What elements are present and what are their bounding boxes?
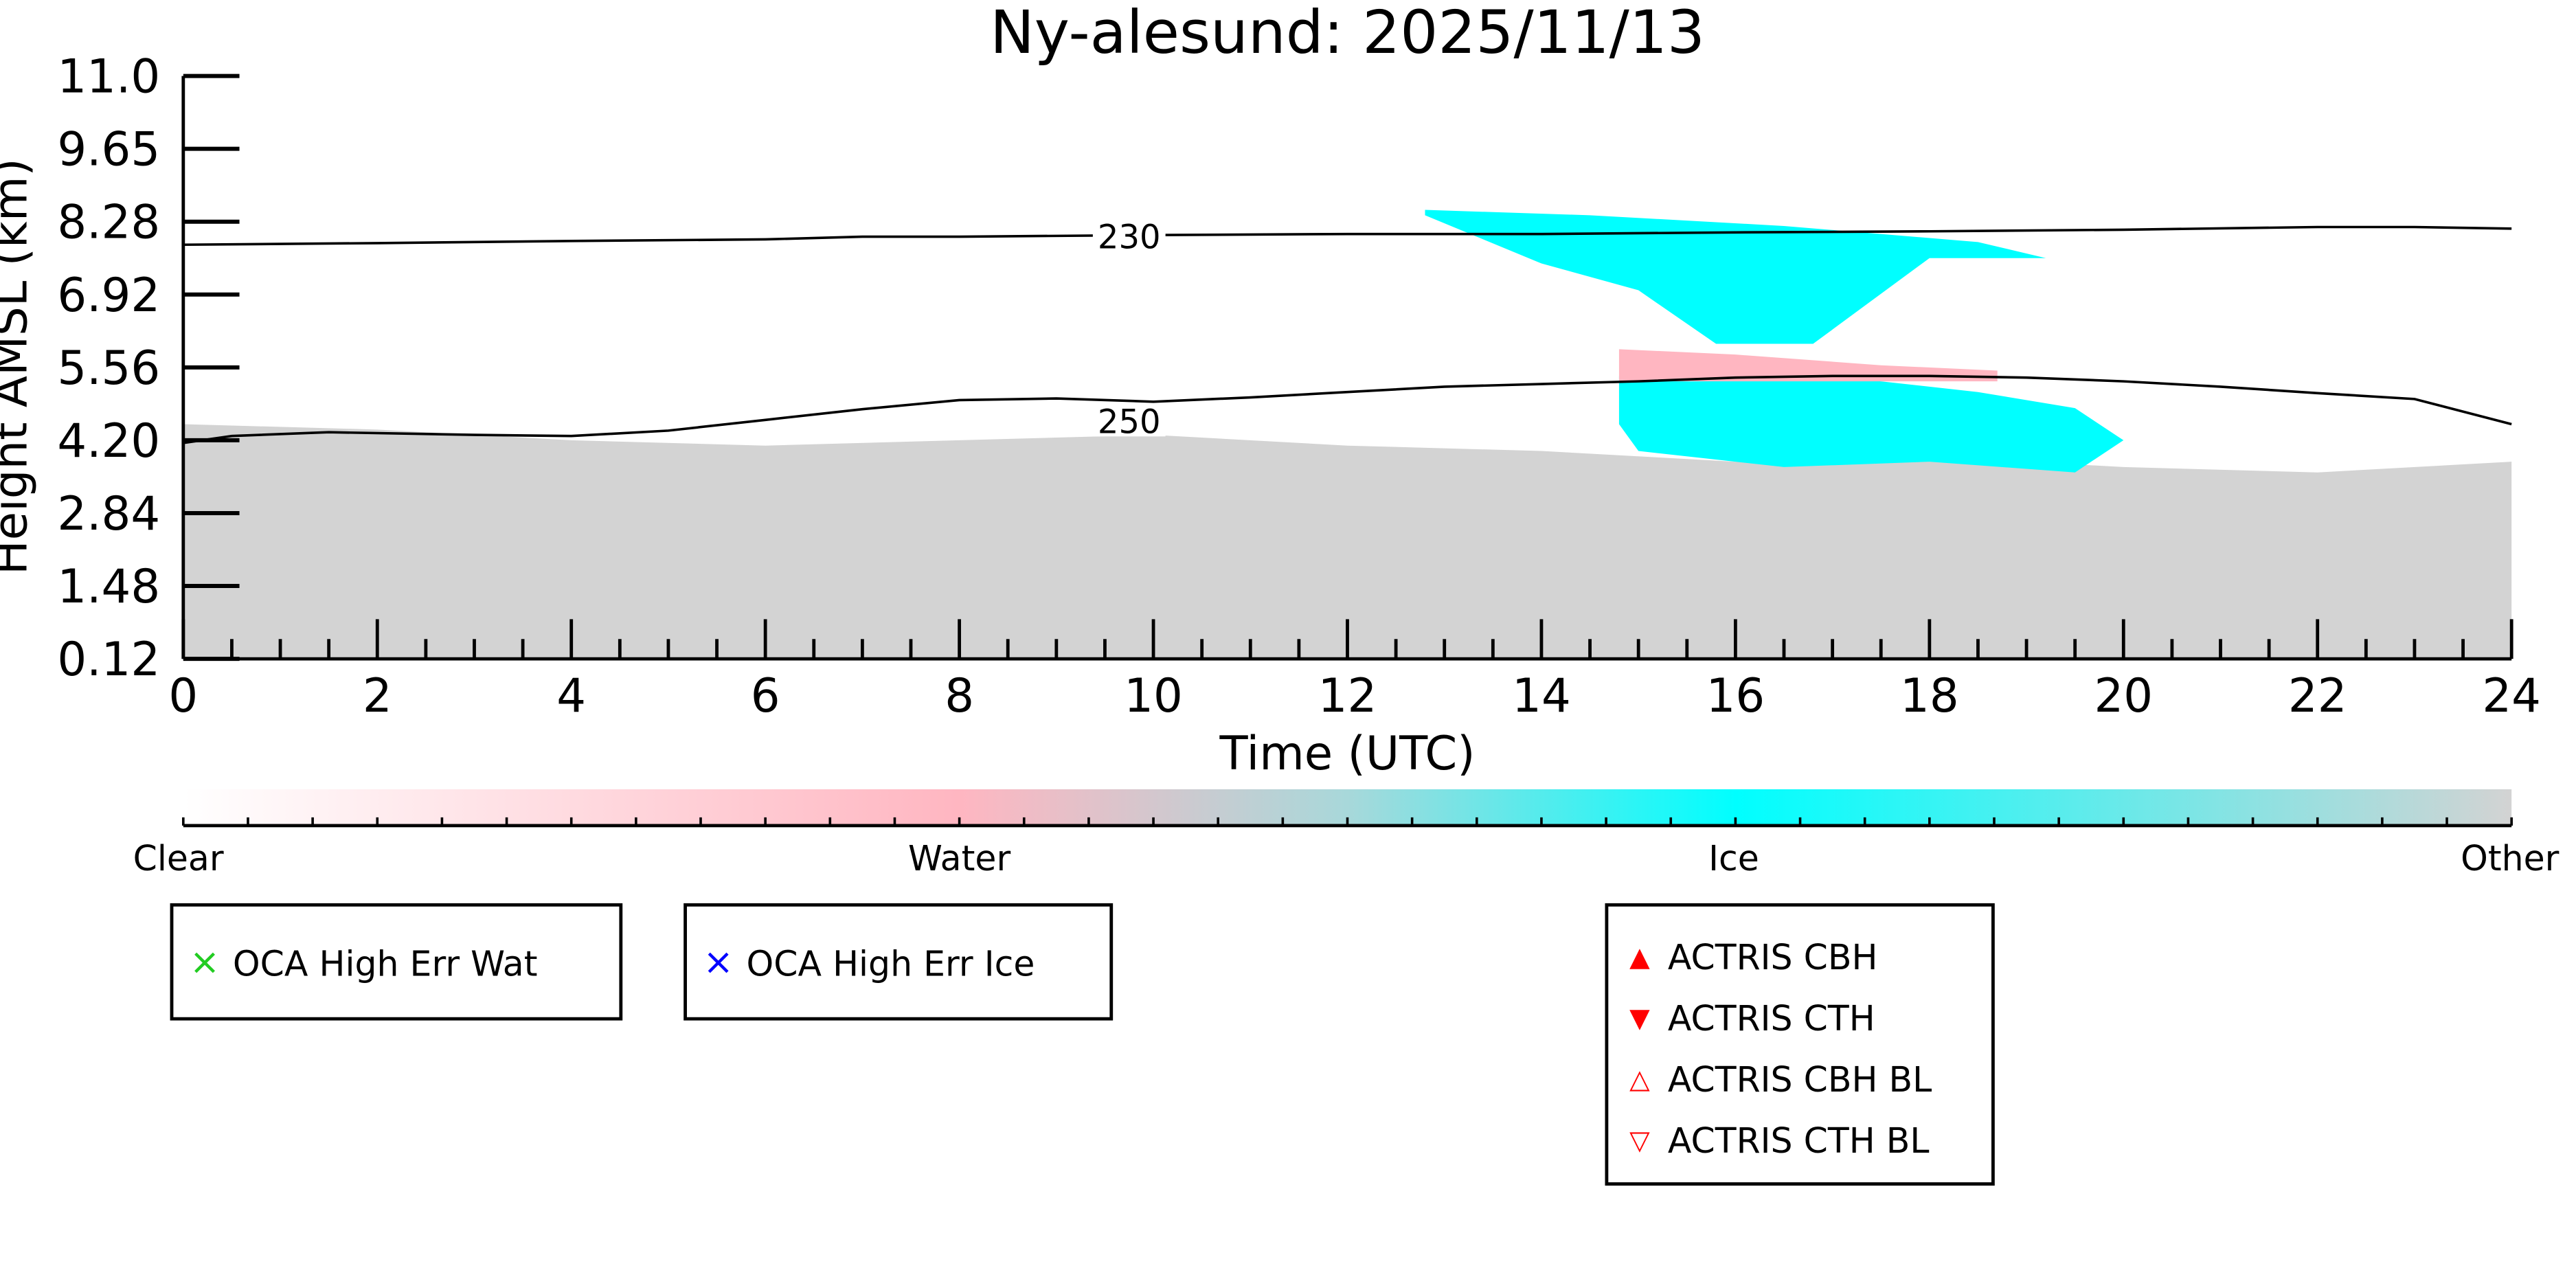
region-ice (1425, 210, 2046, 344)
chart: Ny-alesund: 2025/11/13 230 250 0.12 1.48 2.… (0, 0, 2560, 879)
y-tick-label: 4.20 (57, 414, 160, 468)
contour-label-bg (1092, 403, 1166, 437)
contour-label: 230 (1098, 218, 1161, 256)
x-tick-label: 18 (1900, 669, 1959, 723)
legend-label: ACTRIS CBH (1667, 937, 1878, 977)
legend-label: ACTRIS CTH (1667, 998, 1875, 1038)
legend-oca-water: × OCA High Err Wat (170, 903, 623, 1021)
triangle-down-outline-icon: ▽ (1629, 1124, 1650, 1156)
chart-title: Ny-alesund: 2025/11/13 (990, 0, 1705, 67)
y-tick-label: 2.84 (57, 487, 160, 541)
contour-line-230 (183, 225, 2512, 247)
contour-line-250 (183, 374, 2512, 444)
x-tick-label: 0 (168, 669, 198, 723)
triangle-up-filled-icon: ▲ (1629, 941, 1650, 973)
region-other (183, 424, 2512, 659)
legend-item: × OCA High Err Wat (173, 933, 619, 994)
x-tick-label: 2 (363, 669, 392, 723)
x-tick-label: 4 (556, 669, 586, 723)
x-tick-label: 22 (2288, 669, 2347, 723)
legend-item: △ ACTRIS CBH BL (1608, 1048, 1991, 1109)
colorbar-label-water: Water (908, 838, 1010, 879)
x-tick-label: 20 (2094, 669, 2153, 723)
colorbar-label-clear: Clear (133, 838, 224, 879)
legend-label: OCA High Err Wat (232, 943, 538, 984)
y-tick-label: 6.92 (57, 269, 160, 322)
legend-label: OCA High Err Ice (746, 943, 1035, 984)
x-tick-label: 12 (1318, 669, 1377, 723)
x-tick-label: 14 (1512, 669, 1571, 723)
x-tick-label: 10 (1124, 669, 1183, 723)
legend-item: ▼ ACTRIS CTH (1608, 987, 1991, 1048)
y-tick-label: 1.48 (57, 560, 160, 613)
x-axis-label: Time (UTC) (1219, 727, 1475, 780)
legend-item: ▽ ACTRIS CTH BL (1608, 1109, 1991, 1171)
x-marker-icon: × (703, 942, 734, 984)
y-tick-label: 11.0 (57, 50, 160, 104)
cloud-regions (183, 210, 2512, 659)
x-tick-label: 24 (2482, 669, 2541, 723)
legend-oca-ice: × OCA High Err Ice (683, 903, 1114, 1021)
region-ice (1618, 373, 2124, 473)
triangle-up-outline-icon: △ (1629, 1063, 1650, 1095)
legend-item: ▲ ACTRIS CBH (1608, 927, 1991, 988)
y-tick-label: 9.65 (57, 123, 160, 177)
x-marker-icon: × (189, 942, 221, 984)
contour-lines: 230 250 (183, 218, 2512, 444)
colorbar-label-ice: Ice (1708, 838, 1759, 879)
x-tick-label: 16 (1706, 669, 1765, 723)
x-tick-label: 8 (945, 669, 974, 723)
x-tick-label: 6 (751, 669, 780, 723)
contour-label: 250 (1098, 403, 1161, 442)
colorbar-label-other: Other (2461, 838, 2560, 879)
legend-item: × OCA High Err Ice (687, 933, 1109, 994)
legend-label: ACTRIS CTH BL (1667, 1120, 1930, 1160)
legend-actris: ▲ ACTRIS CBH ▼ ACTRIS CTH △ ACTRIS CBH BL ▽… (1605, 903, 1995, 1186)
contour-label-bg (1092, 218, 1166, 252)
triangle-down-filled-icon: ▼ (1629, 1002, 1650, 1034)
y-axis-label: Height AMSL (km) (0, 158, 37, 575)
legend-label: ACTRIS CBH BL (1667, 1059, 1932, 1099)
y-tick-label: 8.28 (57, 196, 160, 249)
colorbar-ticks (182, 817, 2513, 826)
y-tick-label: 5.56 (57, 341, 160, 395)
y-tick-label: 0.12 (57, 633, 160, 686)
region-water (1618, 349, 1998, 382)
